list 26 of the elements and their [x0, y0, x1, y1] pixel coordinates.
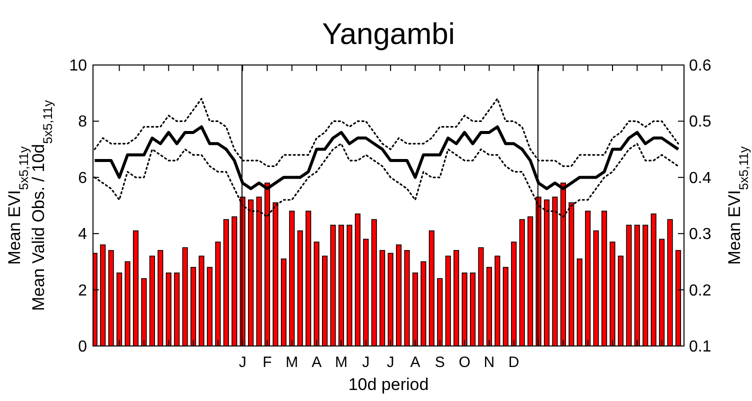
x-tick-label: J — [238, 354, 246, 371]
x-tick-label: J — [386, 354, 394, 371]
y2-tick-label: 0.5 — [689, 114, 712, 131]
y2-tick-label: 0.1 — [689, 338, 712, 356]
y2-tick-label: 0.3 — [689, 226, 712, 244]
x-tick-label: F — [262, 354, 272, 371]
x-tick-label: M — [286, 354, 298, 371]
y-tick-label: 8 — [78, 114, 88, 131]
x-tick-label: D — [508, 354, 520, 371]
x-tick-label: M — [334, 354, 348, 371]
x-tick-label: A — [312, 354, 322, 371]
y2-tick-label: 0.4 — [689, 170, 712, 187]
x-tick-label: O — [458, 354, 470, 371]
x-axis-title: 10d period — [348, 375, 429, 394]
x-tick-label: A — [410, 354, 420, 371]
x-tick-label: N — [484, 354, 495, 371]
y-tick-label: 2 — [78, 282, 88, 300]
x-tick-label: S — [434, 354, 445, 371]
y-tick-label: 4 — [78, 226, 88, 244]
y2-tick-label: 0.6 — [689, 58, 712, 74]
x-tick-label: J — [362, 354, 370, 371]
chart-title: Yangambi — [322, 18, 455, 51]
y2-tick-label: 0.2 — [689, 282, 712, 300]
y-tick-label: 6 — [78, 170, 88, 187]
y-tick-label: 0 — [78, 338, 88, 356]
y-tick-label: 10 — [69, 58, 88, 74]
